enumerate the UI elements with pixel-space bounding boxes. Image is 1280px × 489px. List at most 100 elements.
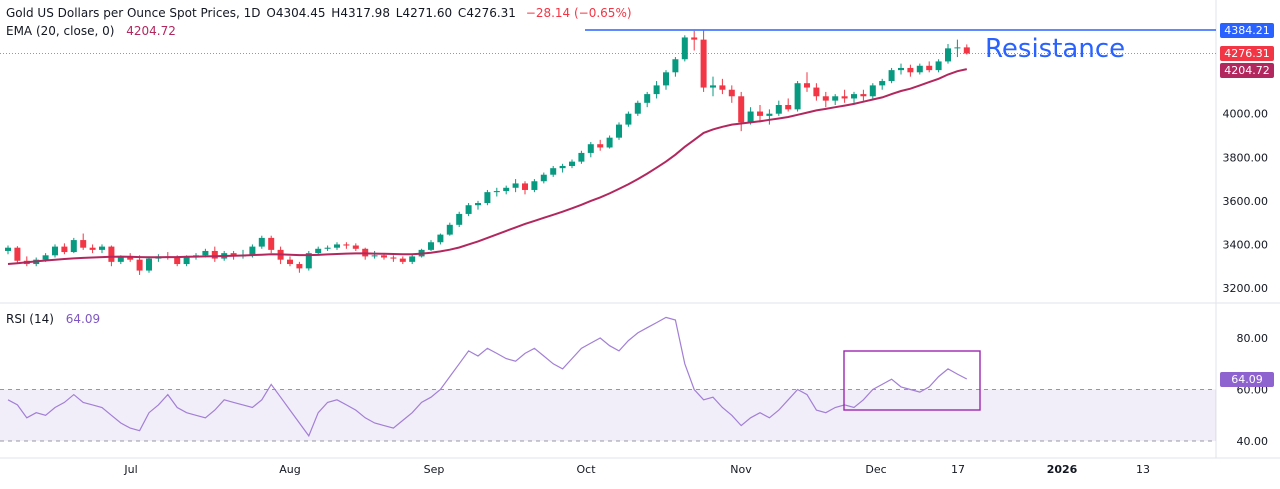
- rsi-highlight-box: [843, 350, 981, 411]
- ema-price-tag: 4204.72: [1220, 63, 1274, 78]
- candle-body: [700, 39, 707, 88]
- ema-label: EMA (20, close, 0): [6, 24, 115, 38]
- candle-body: [127, 257, 134, 260]
- rsi-value-tag: 64.09: [1220, 372, 1274, 387]
- candle-body: [569, 161, 575, 166]
- candle-body: [61, 246, 68, 253]
- candle-body: [89, 247, 96, 250]
- candle-body: [296, 264, 303, 269]
- candle-body: [287, 259, 293, 265]
- time-tick-label: Aug: [279, 463, 300, 476]
- candle-body: [663, 72, 669, 86]
- time-tick-label: 2026: [1047, 463, 1078, 476]
- candle-body: [634, 102, 641, 114]
- time-tick-label: Sep: [424, 463, 445, 476]
- candle-body: [343, 244, 350, 246]
- candle-body: [324, 247, 331, 249]
- candle-body: [954, 47, 961, 49]
- candle-body: [80, 240, 87, 248]
- candle-body: [804, 83, 810, 88]
- candle-body: [691, 37, 698, 40]
- candle-body: [935, 61, 942, 71]
- rsi-line: [7, 316, 968, 438]
- candle-body: [409, 256, 416, 262]
- candle-body: [559, 165, 566, 169]
- candle-body: [794, 83, 801, 110]
- candle-body: [738, 96, 745, 123]
- close-label: C: [457, 6, 467, 20]
- high-value: 4317.98: [340, 6, 390, 20]
- candle-body: [550, 168, 557, 175]
- candle-body: [587, 144, 594, 153]
- close-price-tag: 4276.31: [1220, 46, 1274, 61]
- candle-body: [832, 96, 839, 101]
- time-tick-label: Jul: [123, 463, 137, 476]
- close-value: 4276.31: [466, 6, 516, 20]
- symbol-title: Gold US Dollars per Ounce Spot Prices, 1…: [6, 6, 261, 20]
- price-tick-label: 3400.00: [1223, 238, 1269, 251]
- candle-body: [249, 246, 256, 256]
- rsi-header: RSI (14) 64.09: [6, 312, 100, 326]
- candle-body: [428, 242, 434, 250]
- candle-body: [70, 240, 77, 253]
- candle-body: [841, 96, 848, 99]
- candle-body: [14, 247, 21, 261]
- candle-body: [879, 81, 886, 86]
- price-tick-label: 4000.00: [1223, 108, 1269, 121]
- candle-body: [813, 87, 820, 97]
- candle-body: [465, 205, 472, 214]
- candle-body: [503, 187, 510, 192]
- candle-body: [334, 244, 340, 248]
- resistance-annotation: Resistance: [985, 34, 1126, 64]
- candle-body: [653, 85, 660, 95]
- high-label: H: [331, 6, 341, 20]
- candle-body: [352, 245, 359, 249]
- resistance-price-tag: 4384.21: [1220, 23, 1274, 38]
- candle-body: [268, 237, 275, 250]
- candle-body: [512, 183, 519, 188]
- candle-body: [869, 85, 876, 97]
- candle-body: [371, 255, 378, 257]
- candle-body: [230, 253, 237, 257]
- rsi-tick-label: 40.00: [1237, 435, 1269, 448]
- candle-body: [907, 67, 914, 73]
- candle-body: [437, 234, 444, 243]
- open-value: 4304.45: [275, 6, 326, 20]
- candle-body: [381, 255, 387, 258]
- rsi-tick-label: 80.00: [1237, 332, 1269, 345]
- candle-body: [945, 48, 951, 62]
- candle-body: [606, 137, 613, 148]
- candle-body: [52, 246, 58, 256]
- candle-body: [99, 246, 105, 250]
- candle-body: [5, 247, 11, 251]
- time-tick-label: Dec: [865, 463, 886, 476]
- time-tick-label: 17: [951, 463, 965, 476]
- candle-body: [888, 70, 895, 82]
- price-tick-label: 3600.00: [1223, 195, 1269, 208]
- candle-body: [202, 250, 209, 256]
- low-value: 4271.60: [402, 6, 453, 20]
- candle-body: [681, 37, 688, 60]
- candle-body: [484, 192, 491, 204]
- low-label: L: [395, 6, 403, 20]
- candle-body: [522, 183, 528, 190]
- candle-body: [211, 250, 218, 259]
- candle-body: [851, 94, 857, 99]
- candle-body: [710, 85, 716, 88]
- candle-body: [672, 59, 679, 73]
- ema-header-value: 4204.72: [126, 24, 176, 38]
- candle-body: [597, 144, 604, 148]
- candle-body: [785, 104, 792, 110]
- ema-header: EMA (20, close, 0) 4204.72: [6, 24, 176, 38]
- rsi-band: [0, 389, 1216, 441]
- candle-body: [822, 96, 829, 101]
- candle-body: [531, 181, 538, 190]
- candle-body: [117, 257, 124, 262]
- candle-body: [305, 253, 312, 269]
- candle-body: [747, 111, 754, 123]
- candle-body: [616, 124, 622, 138]
- candle-body: [926, 65, 933, 71]
- time-tick-label: Nov: [730, 463, 752, 476]
- open-label: O: [266, 6, 276, 20]
